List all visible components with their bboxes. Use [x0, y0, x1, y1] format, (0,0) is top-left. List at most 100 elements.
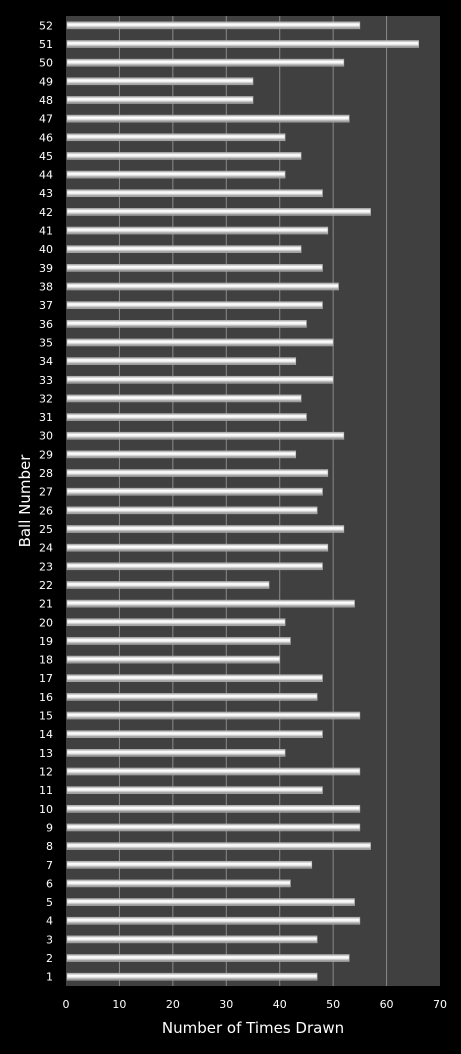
y-tick-label: 48 — [39, 94, 53, 107]
y-tick-label: 26 — [39, 504, 53, 517]
bar-7 — [66, 860, 313, 869]
x-tick-label: 30 — [219, 998, 233, 1011]
x-axis-title: Number of Times Drawn — [162, 1019, 344, 1037]
bar-17 — [66, 674, 323, 683]
y-tick-label: 28 — [39, 467, 53, 480]
bar-34 — [66, 357, 297, 365]
bar-35 — [66, 338, 334, 347]
y-tick-label: 35 — [39, 336, 53, 349]
y-tick-label: 3 — [46, 933, 53, 946]
y-tick-label: 36 — [39, 318, 53, 331]
y-tick-label: 21 — [39, 598, 53, 611]
y-tick-label: 27 — [39, 486, 53, 499]
x-tick-label: 70 — [433, 998, 447, 1011]
bar-9 — [66, 823, 361, 832]
y-tick-label: 5 — [46, 896, 53, 909]
bar-20 — [66, 618, 286, 627]
bar-15 — [66, 711, 361, 720]
x-tick-labels: 0 10 20 30 40 50 60 70 — [63, 998, 448, 1011]
bar-11 — [66, 786, 323, 794]
y-axis-title: Ball Number — [16, 454, 34, 548]
bar-39 — [66, 264, 323, 272]
y-tick-label: 40 — [39, 243, 53, 256]
bar-19 — [66, 637, 291, 645]
x-tick-label: 40 — [273, 998, 287, 1011]
bar-31 — [66, 413, 307, 421]
bar-16 — [66, 693, 318, 701]
x-tick-label: 20 — [166, 998, 180, 1011]
bar-3 — [66, 935, 318, 944]
bar-30 — [66, 431, 345, 440]
bar-24 — [66, 543, 329, 552]
y-tick-label: 45 — [39, 150, 53, 163]
y-tick-label: 25 — [39, 523, 53, 536]
bar-45 — [66, 152, 302, 160]
x-tick-label: 10 — [112, 998, 126, 1011]
bar-6 — [66, 879, 291, 888]
bar-25 — [66, 525, 345, 533]
bar-12 — [66, 767, 361, 776]
y-tick-label: 38 — [39, 280, 53, 293]
y-tick-label: 20 — [39, 616, 53, 629]
bars — [66, 21, 419, 981]
y-tick-label: 51 — [39, 38, 53, 51]
bar-22 — [66, 581, 270, 589]
bar-13 — [66, 749, 286, 757]
y-tick-label: 44 — [39, 169, 53, 182]
y-tick-label: 8 — [46, 840, 53, 853]
y-tick-label: 10 — [39, 803, 53, 816]
y-tick-label: 1 — [46, 971, 53, 984]
bar-26 — [66, 506, 318, 515]
y-tick-label: 12 — [39, 765, 53, 778]
y-tick-label: 43 — [39, 187, 53, 200]
y-tick-label: 34 — [39, 355, 53, 368]
x-tick-label: 60 — [380, 998, 394, 1011]
bar-23 — [66, 562, 323, 571]
bar-4 — [66, 916, 361, 925]
y-tick-label: 23 — [39, 560, 53, 573]
bar-41 — [66, 226, 329, 235]
bar-28 — [66, 469, 329, 477]
y-tick-label: 50 — [39, 57, 53, 70]
bar-40 — [66, 245, 302, 253]
bar-44 — [66, 170, 286, 179]
x-tick-label: 50 — [326, 998, 340, 1011]
bar-48 — [66, 96, 254, 104]
bar-1 — [66, 972, 318, 981]
bar-10 — [66, 804, 361, 813]
y-tick-label: 19 — [39, 635, 53, 648]
y-tick-label: 32 — [39, 392, 53, 405]
bar-51 — [66, 40, 419, 48]
y-tick-label: 47 — [39, 113, 53, 126]
bar-2 — [66, 954, 350, 962]
y-tick-label: 30 — [39, 430, 53, 443]
bar-29 — [66, 450, 297, 459]
y-tick-label: 52 — [39, 19, 53, 32]
bar-5 — [66, 898, 355, 906]
y-tick-label: 17 — [39, 672, 53, 685]
y-tick-labels: 1234567891011121314151617181920212223242… — [39, 19, 53, 983]
y-tick-label: 42 — [39, 206, 53, 219]
y-tick-label: 14 — [39, 728, 53, 741]
bar-21 — [66, 599, 355, 608]
y-tick-label: 7 — [46, 859, 53, 872]
y-tick-label: 39 — [39, 262, 53, 275]
bar-37 — [66, 301, 323, 309]
y-tick-label: 6 — [46, 877, 53, 890]
bar-32 — [66, 394, 302, 403]
y-tick-label: 49 — [39, 75, 53, 88]
y-tick-label: 9 — [46, 821, 53, 834]
y-tick-label: 18 — [39, 654, 53, 667]
y-tick-label: 13 — [39, 747, 53, 760]
bar-27 — [66, 487, 323, 496]
y-tick-label: 16 — [39, 691, 53, 704]
bar-38 — [66, 282, 339, 291]
y-tick-label: 31 — [39, 411, 53, 424]
bar-8 — [66, 842, 371, 850]
y-tick-label: 2 — [46, 952, 53, 965]
y-tick-label: 4 — [46, 915, 53, 928]
plot-area — [66, 16, 440, 986]
x-tick-label: 0 — [63, 998, 70, 1011]
bar-18 — [66, 655, 281, 664]
